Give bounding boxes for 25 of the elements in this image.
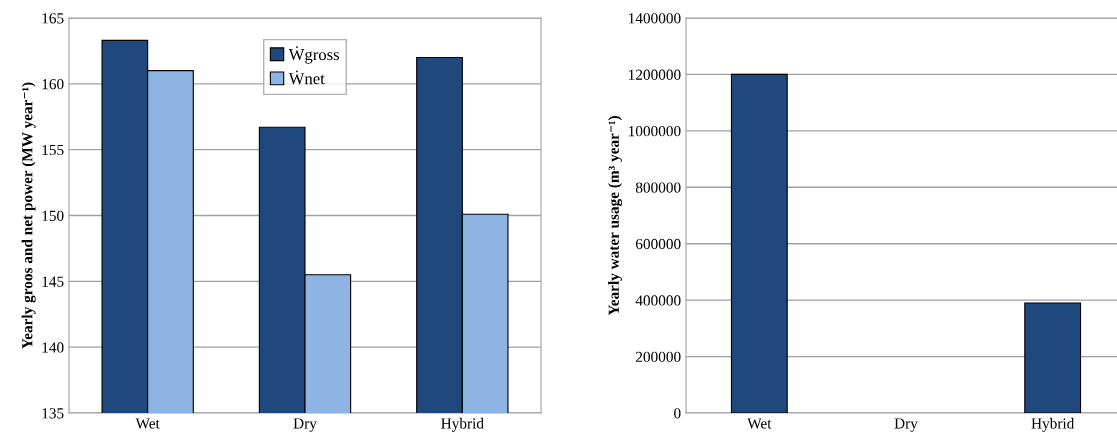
y-tick-label: 140 <box>42 342 64 353</box>
y-tick-label: 160 <box>42 78 64 90</box>
y-tick-label: 1200000 <box>629 69 681 80</box>
x-tick-label: Hybrid <box>1031 417 1075 432</box>
y-tick-label: 600000 <box>635 238 681 250</box>
y-tick-label: 400000 <box>635 295 681 306</box>
x-tick-label: Wet <box>135 418 160 429</box>
y-tick-label: 800000 <box>635 182 681 193</box>
y-axis-title: Yearly water usage (m³ year⁻¹) <box>608 116 623 316</box>
y-tick-label: 155 <box>42 144 64 156</box>
y-tick-label: 1400000 <box>629 13 681 24</box>
y-tick-label: 200000 <box>635 351 681 363</box>
x-tick-label: Dry <box>894 418 918 432</box>
x-tick-label: Wet <box>747 418 772 429</box>
y-tick-label: 165 <box>42 13 64 24</box>
legend-label: Ẇnet <box>288 70 325 85</box>
y-tick-label: 0 <box>674 408 681 419</box>
y-tick-label: 145 <box>42 276 64 287</box>
x-tick-label: Hybrid <box>441 417 484 432</box>
legend-label: Ẇgross <box>288 46 340 64</box>
y-tick-label: 150 <box>42 210 64 221</box>
y-tick-label: 135 <box>42 408 64 419</box>
x-tick-label: Dry <box>293 418 317 432</box>
y-tick-label: 1000000 <box>629 126 681 137</box>
y-axis-title: Yearly groos and net power (MW year⁻¹) <box>21 82 36 349</box>
